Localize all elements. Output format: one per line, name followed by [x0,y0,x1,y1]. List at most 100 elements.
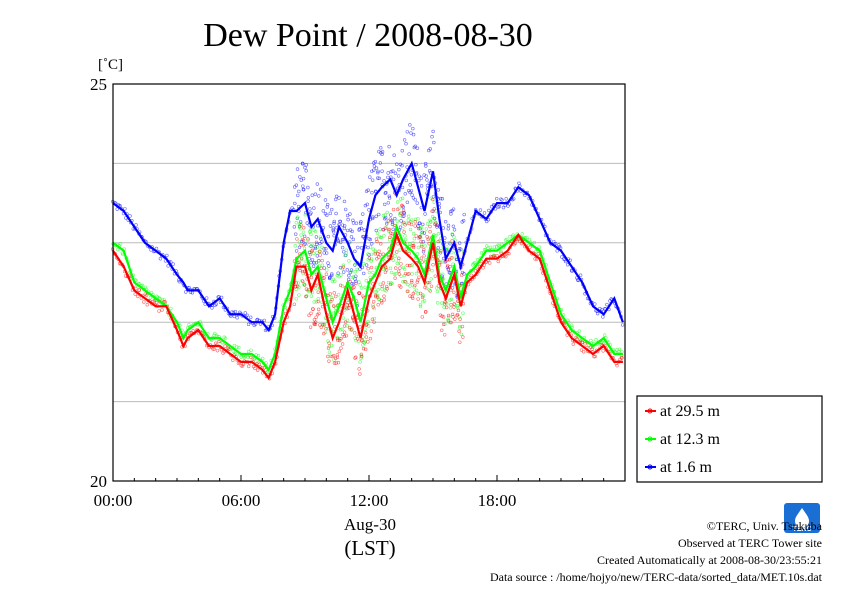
scatter-point [389,213,393,217]
scatter-point [375,295,380,299]
scatter-point [315,242,319,246]
scatter-point [452,290,456,295]
scatter-point [177,279,181,284]
scatter-point [232,343,237,348]
scatter-point [331,354,336,358]
scatter-point [313,320,318,324]
scatter-point [304,163,308,167]
scatter-point [429,284,434,288]
scatter-point [413,220,417,224]
scatter-point [600,308,604,312]
scatter-point [322,247,326,251]
x-tick-label: 18:00 [478,491,517,510]
scatter-point [387,196,392,200]
scatter-point [320,258,324,263]
scatter-point [412,236,417,241]
scatter-point [408,227,413,232]
scatter-point [537,245,541,249]
scatter-point [341,270,346,274]
scatter-point [137,288,142,292]
scatter-point [405,130,409,134]
scatter-point [386,175,390,180]
scatter-point [443,300,447,304]
scatter-point [442,333,447,337]
scatter-point [391,258,395,262]
scatter-point [615,363,619,368]
scatter-point [307,289,311,294]
scatter-point [299,243,303,248]
scatter-point [312,300,316,304]
scatter-point [389,270,394,275]
scatter-point [415,201,419,205]
scatter-point [421,240,425,244]
scatter-point [264,368,268,372]
scatter-point [397,272,402,276]
scatter-point [440,197,445,201]
scatter-point [512,197,516,201]
scatter-point [396,174,401,178]
scatter-point [374,228,378,233]
scatter-point [405,200,410,205]
scatter-point [415,146,420,150]
scatter-point [365,322,369,327]
scatter-point [411,296,415,300]
scatter-point [382,234,386,238]
scatter-point [577,329,582,333]
scatter-point [364,323,368,327]
scatter-point [391,177,396,182]
scatter-point [428,224,432,229]
legend-label: at 29.5 m [660,403,721,420]
scatter-point [432,216,436,221]
scatter-point [345,306,349,311]
scatter-point [312,261,316,265]
scatter-point [319,237,323,241]
scatter-point [583,342,587,346]
scatter-point [332,361,337,365]
legend-items: at 29.5 m at 12.3 m at 1.6 m [645,403,721,476]
scatter-point [337,338,342,343]
scatter-point [371,216,375,221]
scatter-point [220,341,224,345]
scatter-point [341,316,346,320]
scatter-point [422,247,426,252]
scatter-point [320,240,324,244]
scatter-point [314,240,319,245]
scatter-point [411,291,416,296]
scatter-point [297,189,301,194]
scatter-point [374,294,378,299]
scatter-point [380,169,384,173]
scatter-point [382,294,386,298]
scatter-point [595,311,600,316]
scatter-point [446,313,451,318]
scatter-point [223,336,228,340]
scatter-point [292,185,297,189]
scatter-point [158,257,163,261]
scatter-point [327,341,331,345]
scatter-point [418,221,422,225]
scatter-point [294,249,299,253]
scatter-point [362,271,366,276]
scatter-point [389,169,393,174]
scatter-point [354,279,358,283]
scatter-point [334,194,339,199]
scatter-point [380,287,384,291]
scatter-point [417,174,422,178]
scatter-point [351,237,356,242]
scatter-point [329,295,334,300]
scatter-point [295,167,300,171]
scatter-point [439,249,443,253]
scatter-point [487,261,492,265]
scatter-point [461,219,466,223]
scatter-point [148,296,153,300]
scatter-point [403,271,408,276]
scatter-point [555,249,559,253]
scatter-point [440,328,444,332]
scatter-point [369,259,373,263]
scatter-point [317,311,321,316]
scatter-point [376,170,380,175]
scatter-point [394,266,398,270]
scatter-point [589,338,593,343]
scatter-point [301,176,306,181]
scatter-point [376,288,380,292]
scatter-point [323,198,328,202]
